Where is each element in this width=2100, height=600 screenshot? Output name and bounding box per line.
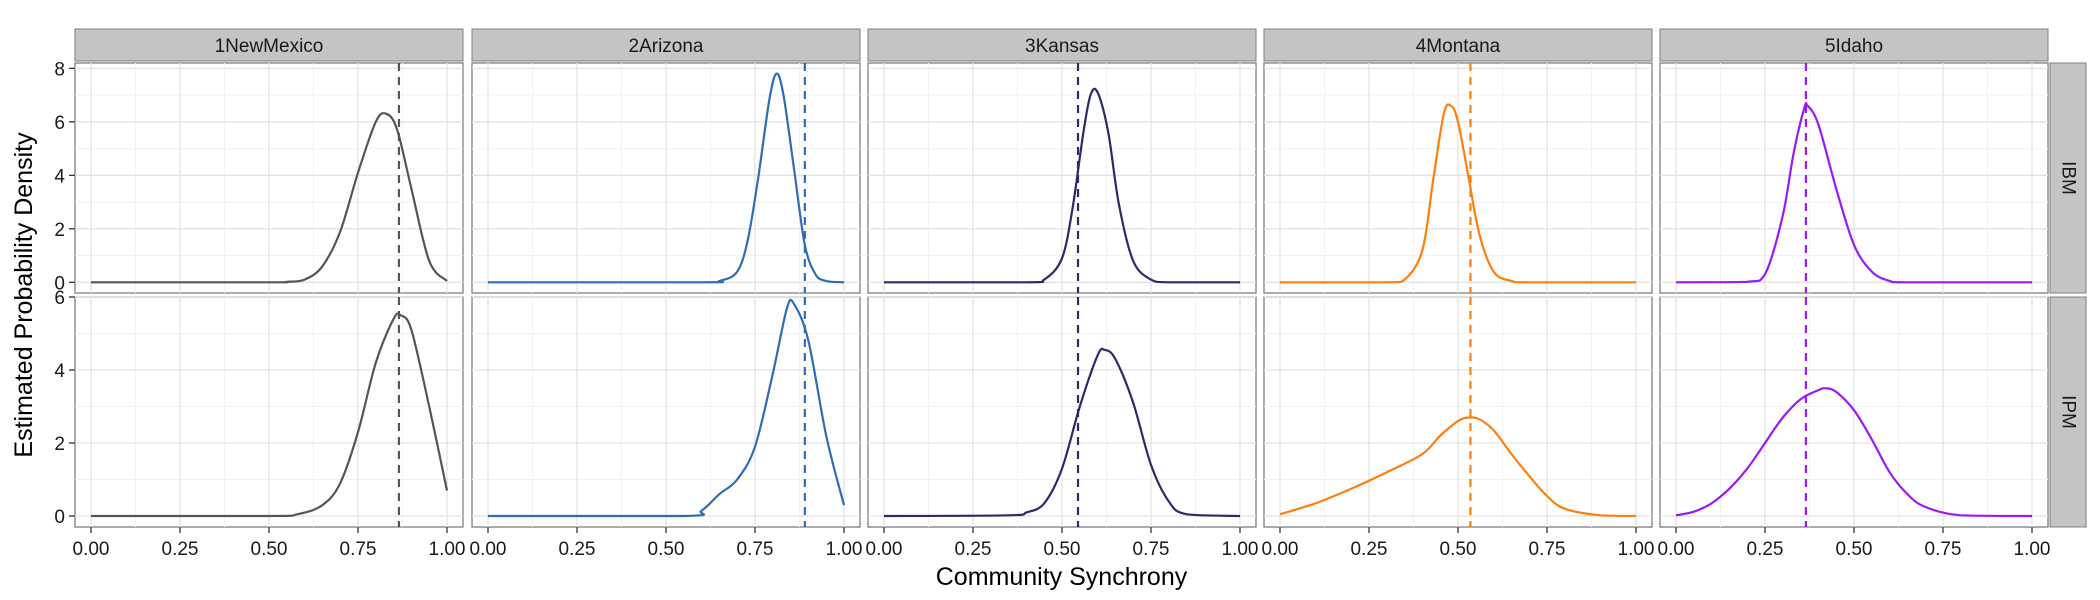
x-tick-label: 0.25	[1351, 539, 1388, 560]
panels	[74, 62, 2049, 528]
column-strip-label: 2Arizona	[629, 36, 704, 57]
y-tick-label: 2	[54, 434, 65, 455]
strips: 1NewMexico 2Arizona 3Kansas 4Montana 5Idaho I…	[74, 28, 2087, 528]
x-tick-label: 1.00	[1618, 539, 1655, 560]
density-curve	[1675, 102, 2032, 284]
density-curve	[1675, 387, 2033, 518]
panel-2Arizona-IBM	[471, 62, 861, 294]
density-curve	[488, 72, 845, 284]
column-strip-label: 4Montana	[1416, 36, 1501, 57]
x-tick-label: 0.75	[1925, 539, 1962, 560]
x-tick-label: 1.00	[1222, 539, 1259, 560]
density-curve	[90, 312, 449, 518]
x-tick-label: 0.00	[73, 539, 110, 560]
panel-4Montana-IBM	[1263, 62, 1653, 294]
column-strip-1NewMexico	[74, 28, 464, 62]
x-tick-label: 0.00	[470, 539, 507, 560]
y-tick-label: 0	[54, 273, 65, 294]
x-tick-label: 0.25	[955, 539, 992, 560]
panel-5Idaho-IPM	[1659, 296, 2049, 528]
column-strip-2Arizona	[471, 28, 861, 62]
y-tick-label: 4	[54, 166, 65, 187]
density-curve	[883, 347, 1241, 518]
x-tick-label: 0.50	[1440, 539, 1477, 560]
panel-1NewMexico-IBM	[74, 62, 464, 294]
x-tick-label: 0.25	[1747, 539, 1784, 560]
x-tick-label: 0.50	[1836, 539, 1873, 560]
y-axis-title: Estimated Probability Density	[10, 132, 38, 458]
panel-3Kansas-IBM	[867, 62, 1257, 294]
panel-3Kansas-IPM	[867, 296, 1257, 528]
y-tick-label: 8	[54, 59, 65, 80]
x-axis-title: Community Synchrony	[936, 563, 1188, 591]
x-tick-label: 0.75	[1133, 539, 1170, 560]
density-curve	[884, 87, 1240, 284]
column-strip-label: 5Idaho	[1825, 36, 1883, 57]
panel-1NewMexico-IPM	[74, 296, 464, 528]
panel-2Arizona-IPM	[471, 296, 861, 528]
density-curve	[1280, 103, 1636, 284]
x-tick-label: 1.00	[2014, 539, 2051, 560]
column-strip-3Kansas	[867, 28, 1257, 62]
x-tick-label: 1.00	[429, 539, 466, 560]
x-tick-label: 0.25	[559, 539, 596, 560]
x-tick-label: 0.25	[162, 539, 199, 560]
y-tick-label: 6	[54, 113, 65, 134]
column-strip-label: 1NewMexico	[215, 36, 324, 57]
row-strip-label: IBM	[2058, 161, 2079, 195]
y-tick-label: 0	[54, 507, 65, 528]
y-tick-label: 6	[54, 288, 65, 309]
row-strip-label: IPM	[2058, 395, 2079, 429]
density-curve	[91, 112, 448, 284]
column-strip-5Idaho	[1659, 28, 2049, 62]
row-strip-IPM	[2049, 296, 2087, 528]
x-tick-label: 1.00	[826, 539, 863, 560]
x-tick-label: 0.50	[648, 539, 685, 560]
x-tick-label: 0.00	[1262, 539, 1299, 560]
y-tick-label: 4	[54, 361, 65, 382]
axis-ticks: 0.00 0.25 0.50 0.75 1.00 0.00 0.25 0.50 0.75 1.00…	[54, 59, 2050, 560]
x-tick-label: 0.75	[737, 539, 774, 560]
panel-5Idaho-IBM	[1659, 62, 2049, 294]
density-curve	[1279, 416, 1637, 518]
y-tick-label: 2	[54, 220, 65, 241]
row-strip-IBM	[2049, 62, 2087, 294]
density-curve	[487, 298, 846, 518]
x-tick-label: 0.50	[1044, 539, 1081, 560]
panel-4Montana-IPM	[1263, 296, 1653, 528]
x-tick-label: 0.75	[1529, 539, 1566, 560]
column-strip-4Montana	[1263, 28, 1653, 62]
x-tick-label: 0.75	[340, 539, 377, 560]
x-tick-label: 0.00	[1658, 539, 1695, 560]
column-strip-label: 3Kansas	[1025, 36, 1099, 57]
x-tick-label: 0.50	[251, 539, 288, 560]
x-tick-label: 0.00	[866, 539, 903, 560]
